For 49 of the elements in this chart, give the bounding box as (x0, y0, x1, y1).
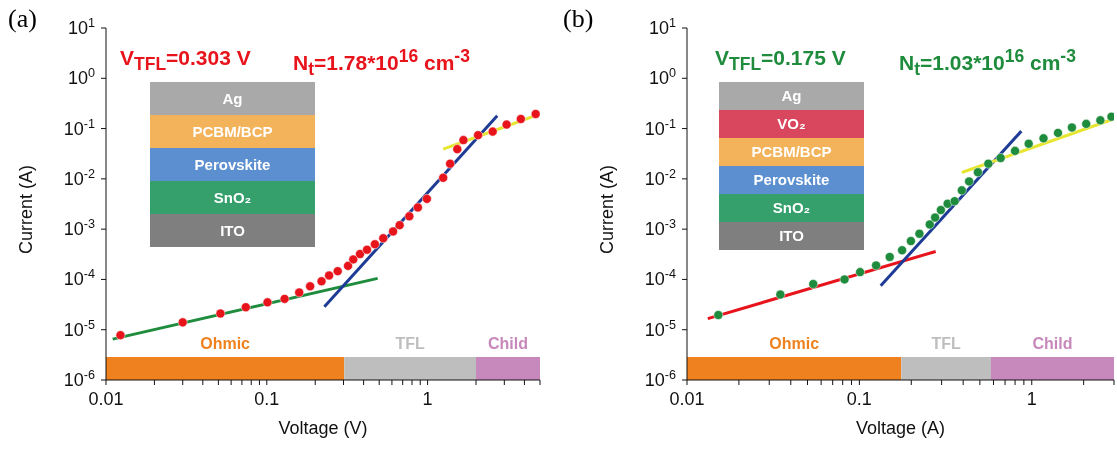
y-tick-label: 10$^{-1}$ (644, 116, 676, 139)
y-tick-label: 10$^{-2}$ (644, 166, 676, 189)
annotation: PCBM/BCP (719, 138, 864, 166)
chart-title: (a) (8, 4, 37, 34)
band-label: TFL (931, 335, 962, 353)
annotation: SnO₂ (150, 181, 315, 214)
x-tick-label: 1 (1026, 389, 1037, 409)
y-tick-label: 10$^{-3}$ (63, 217, 95, 240)
x-axis-title: Voltage (A) (855, 418, 946, 438)
y-tick-label: 10$^{-5}$ (644, 317, 676, 340)
band-label: TFL (395, 335, 425, 353)
y-tick-label: 10$^{-3}$ (644, 217, 676, 240)
annotation: N$_{t}$=1.03*10$^{16}$ cm$^{-3}$ (899, 46, 1076, 81)
y-tick-label: 10$^{-6}$ (644, 368, 676, 390)
annotation: ITO (150, 214, 315, 247)
y-tick-label: 10$^{1}$ (648, 16, 676, 38)
annotation: N$_{t}$=1.78*10$^{16}$ cm$^{-3}$ (293, 46, 470, 81)
x-tick-label: 0.01 (88, 389, 124, 409)
y-axis-title: Current (A) (597, 164, 618, 254)
x-tick-label: 0.1 (254, 389, 280, 409)
y-tick-label: 10$^{-2}$ (63, 166, 95, 189)
annotation: Perovskite (719, 166, 864, 194)
y-tick-label: 10$^{-4}$ (63, 267, 95, 290)
x-tick-label: 0.01 (669, 389, 705, 409)
annotation: ITO (719, 222, 864, 250)
annotation: PCBM/BCP (150, 115, 315, 148)
annotation: V$_{TFL}$=0.303 V (120, 46, 251, 76)
band-label: Child (488, 335, 529, 353)
annotation: Perovskite (150, 148, 315, 181)
band-label: Child (1032, 335, 1073, 353)
annotation: SnO₂ (719, 194, 864, 222)
band-label: Ohmic (769, 335, 820, 353)
annotation: Ag (150, 82, 315, 115)
annotation: Ag (719, 82, 864, 110)
x-tick-label: 1 (422, 389, 433, 409)
y-axis-title: Current (A) (16, 164, 37, 254)
y-tick-label: 10$^{-4}$ (644, 267, 676, 290)
y-tick-label: 10$^{-6}$ (63, 368, 95, 390)
annotation: VO₂ (719, 110, 864, 138)
y-tick-label: 10$^{0}$ (648, 66, 676, 89)
y-tick-label: 10$^{-5}$ (63, 317, 95, 340)
chart-title: (b) (563, 4, 594, 34)
band-label: Ohmic (200, 335, 251, 353)
x-axis-title: Voltage (V) (278, 418, 368, 438)
annotation: V$_{TFL}$=0.175 V (715, 46, 846, 76)
y-tick-label: 10$^{1}$ (67, 16, 95, 38)
y-tick-label: 10$^{0}$ (67, 66, 95, 89)
x-tick-label: 0.1 (846, 389, 872, 409)
y-tick-label: 10$^{-1}$ (63, 116, 95, 139)
